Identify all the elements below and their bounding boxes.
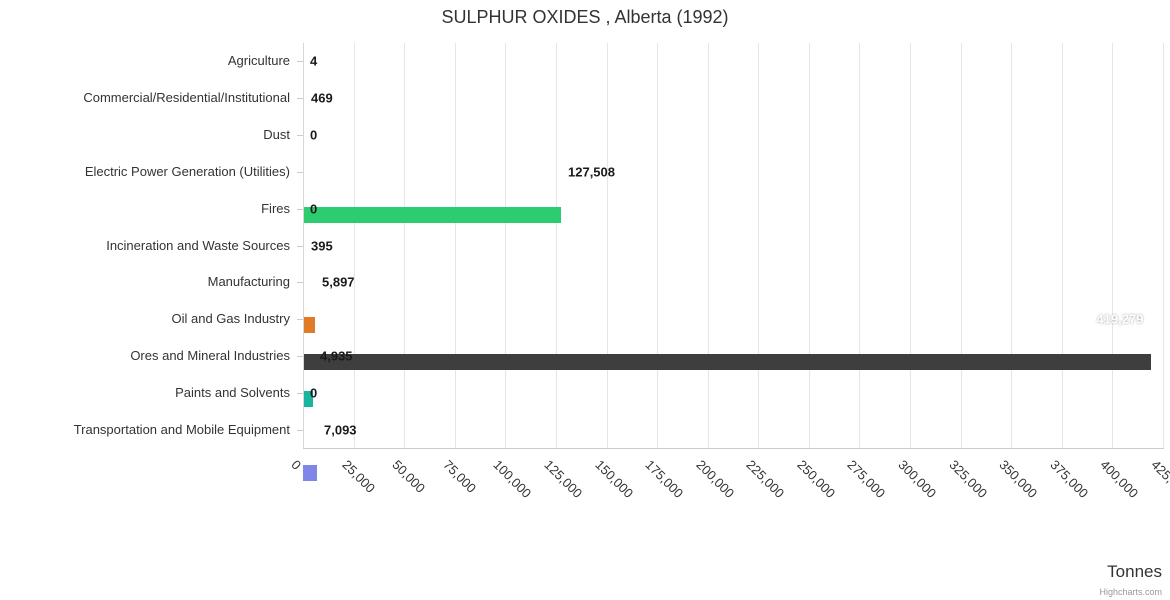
- y-axis-tick: [297, 356, 303, 357]
- value-label: 419,279: [1096, 311, 1144, 327]
- gridline: [505, 43, 506, 448]
- x-axis-tick-label: 25,000: [338, 457, 378, 496]
- x-axis-tick-label: 250,000: [794, 457, 839, 501]
- x-axis-tick-label: 175,000: [642, 457, 687, 501]
- value-label: 127,508: [568, 164, 615, 180]
- gridline: [859, 43, 860, 448]
- value-label: 7,093: [324, 422, 357, 438]
- y-axis-tick: [297, 319, 303, 320]
- value-label: 5,897: [322, 274, 355, 290]
- value-label: 0: [310, 385, 318, 401]
- gridline: [809, 43, 810, 448]
- x-axis-tick-label: 325,000: [946, 457, 990, 501]
- x-axis-tick-label: 400,000: [1097, 457, 1142, 501]
- value-label: 469: [311, 90, 333, 106]
- y-axis-tick: [297, 246, 303, 247]
- highcharts-credit-link[interactable]: Highcharts.com: [1099, 587, 1162, 597]
- x-axis-line: [303, 448, 1164, 449]
- x-axis-tick-label: 150,000: [591, 457, 636, 501]
- category-label: Paints and Solvents: [175, 385, 290, 400]
- gridline: [708, 43, 709, 448]
- x-axis-tick-label: 225,000: [743, 457, 788, 501]
- gridline: [607, 43, 608, 448]
- gridline: [758, 43, 759, 448]
- value-label: 0: [310, 127, 318, 143]
- bar-oil-and-gas-industry[interactable]: [303, 354, 1151, 370]
- value-label: 4,935: [320, 348, 353, 364]
- y-axis-tick: [297, 172, 303, 173]
- category-label: Ores and Mineral Industries: [130, 348, 290, 363]
- x-axis-tick-label: 350,000: [996, 457, 1041, 501]
- category-label: Fires: [261, 201, 290, 216]
- x-axis-tick-label: 200,000: [693, 457, 737, 501]
- y-axis-tick: [297, 98, 303, 99]
- gridline: [1011, 43, 1012, 448]
- y-axis-tick: [297, 135, 303, 136]
- gridline: [1062, 43, 1063, 448]
- y-axis-line: [303, 43, 304, 448]
- x-axis-tick-label: 425,000: [1148, 457, 1170, 501]
- y-axis-tick: [297, 61, 303, 62]
- gridline: [1163, 43, 1164, 448]
- gridline: [1112, 43, 1113, 448]
- bar-ores-and-mineral-industries[interactable]: [303, 391, 313, 407]
- category-label: Dust: [263, 127, 290, 142]
- plot-area: [303, 43, 1164, 481]
- x-axis-tick-label: 375,000: [1047, 457, 1092, 501]
- chart-title: SULPHUR OXIDES , Alberta (1992): [441, 7, 729, 27]
- gridline: [455, 43, 456, 448]
- category-label: Commercial/Residential/Institutional: [83, 90, 290, 105]
- x-axis-title: Tonnes: [1107, 562, 1162, 581]
- value-label: 395: [311, 238, 333, 254]
- category-label: Agriculture: [227, 53, 290, 68]
- category-label: Incineration and Waste Sources: [106, 238, 290, 253]
- category-label: Electric Power Generation (Utilities): [84, 164, 290, 179]
- gridline: [910, 43, 911, 448]
- y-axis-tick: [297, 282, 303, 283]
- gridline: [657, 43, 658, 448]
- x-axis-tick-label: 100,000: [490, 457, 535, 501]
- category-label: Oil and Gas Industry: [171, 311, 291, 326]
- x-axis-tick-label: 50,000: [389, 457, 429, 496]
- value-label: 4: [310, 53, 318, 69]
- x-axis-tick-label: 75,000: [440, 457, 479, 496]
- y-axis-tick: [297, 209, 303, 210]
- y-axis-tick: [297, 393, 303, 394]
- value-label: 0: [310, 201, 318, 217]
- gridline: [404, 43, 405, 448]
- category-label: Transportation and Mobile Equipment: [73, 422, 290, 437]
- x-axis-tick-label: 0: [288, 457, 305, 473]
- bar-manufacturing[interactable]: [303, 317, 315, 333]
- x-axis-tick-label: 300,000: [895, 457, 940, 501]
- category-label: Manufacturing: [207, 274, 290, 289]
- x-axis-tick-label: 275,000: [844, 457, 889, 501]
- x-axis-tick-label: 125,000: [541, 457, 586, 501]
- gridline: [556, 43, 557, 448]
- gridline: [961, 43, 962, 448]
- bar-transportation-and-mobile-equipment[interactable]: [303, 465, 317, 481]
- gridline: [354, 43, 355, 448]
- bar-electric-power-generation-utilities-[interactable]: [303, 207, 561, 223]
- y-axis-tick: [297, 430, 303, 431]
